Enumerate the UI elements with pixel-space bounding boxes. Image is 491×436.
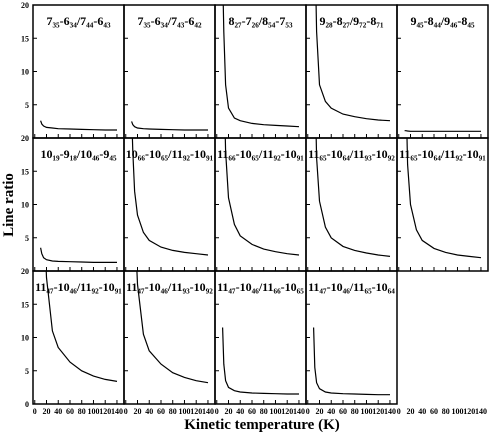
curve: [136, 271, 209, 384]
x-tick-label: 120: [372, 407, 384, 416]
x-tick-label: 0: [124, 407, 128, 416]
x-tick-label: 120: [463, 407, 475, 416]
x-tick-label: 100: [360, 407, 372, 416]
curve: [131, 121, 208, 131]
y-tick-label: 20: [21, 267, 29, 276]
curve: [315, 138, 391, 257]
x-tick-label: 0: [397, 407, 401, 416]
x-tick-label: 140: [111, 407, 123, 416]
x-tick-label: 20: [43, 407, 51, 416]
y-tick-label: 15: [21, 167, 29, 176]
x-tick-label: 140: [202, 407, 214, 416]
curve: [222, 5, 300, 128]
x-tick-label: 40: [418, 407, 426, 416]
x-tick-label: 100: [269, 407, 281, 416]
y-tick-label: 10: [21, 201, 29, 210]
curve: [45, 271, 118, 382]
panel-title: 11₆₅-10₆₄/11₉₃-10₉₂: [308, 147, 395, 161]
y-tick-label: 5: [25, 234, 29, 243]
x-tick-label: 0: [215, 407, 219, 416]
x-tick-label: 120: [281, 407, 293, 416]
x-tick-label: 80: [169, 407, 177, 416]
x-tick-label: 100: [178, 407, 190, 416]
panel-title: 11₄₇-10₄₆/11₉₂-10₉₁: [35, 280, 122, 294]
x-tick-label: 80: [351, 407, 359, 416]
x-tick-label: 80: [260, 407, 268, 416]
x-tick-label: 140: [293, 407, 305, 416]
panel-title: 9₂₈-8₂₇/9₇₂-8₇₁: [319, 14, 384, 28]
x-tick-label: 20: [134, 407, 142, 416]
panel-title: 11₆₆-10₆₅/11₉₂-10₉₁: [217, 147, 304, 161]
x-tick-label: 60: [157, 407, 165, 416]
x-tick-label: 20: [407, 407, 415, 416]
panel-title: 11₄₇-10₄₆/11₆₆-10₆₅: [217, 280, 304, 294]
curve: [222, 327, 299, 395]
curve: [406, 138, 482, 259]
y-axis-label: Line ratio: [1, 173, 17, 237]
curve: [131, 138, 209, 256]
panel-title: 9₄₅-8₄₄/9₄₆-8₄₅: [410, 14, 475, 28]
y-tick-label: 15: [21, 300, 29, 309]
x-tick-label: 0: [33, 407, 37, 416]
x-tick-label: 40: [327, 407, 335, 416]
panel-title: 7₃₅-6₃₄/7₄₄-6₄₃: [46, 14, 111, 28]
x-tick-label: 20: [225, 407, 233, 416]
curve: [315, 5, 391, 122]
x-tick-label: 60: [66, 407, 74, 416]
curve: [40, 247, 117, 263]
panel-title: 11₄₇-10₄₆/11₉₃-10₉₂: [126, 280, 213, 294]
panel-title: 10₁₉-9₁₈/10₄₆-9₄₅: [40, 147, 117, 161]
x-tick-label: 60: [430, 407, 438, 416]
x-tick-label: 0: [306, 407, 310, 416]
x-axis-label: Kinetic temperature (K): [184, 417, 340, 433]
x-tick-label: 120: [190, 407, 202, 416]
x-tick-label: 40: [236, 407, 244, 416]
x-tick-label: 20: [316, 407, 324, 416]
x-tick-label: 140: [384, 407, 396, 416]
y-tick-label: 10: [21, 334, 29, 343]
x-tick-label: 60: [248, 407, 256, 416]
y-tick-label: 5: [25, 101, 29, 110]
x-tick-label: 40: [145, 407, 153, 416]
x-tick-label: 60: [339, 407, 347, 416]
y-tick-label: 5: [25, 367, 29, 376]
x-tick-label: 120: [99, 407, 111, 416]
y-tick-label: 20: [21, 134, 29, 143]
x-tick-label: 40: [54, 407, 62, 416]
y-tick-label: 0: [25, 400, 29, 409]
curve: [224, 138, 300, 256]
x-tick-label: 80: [78, 407, 86, 416]
curve: [404, 130, 481, 132]
x-tick-label: 100: [87, 407, 99, 416]
curve: [40, 120, 117, 131]
panel-title: 11₆₅-10₆₄/11₉₂-10₉₁: [399, 147, 486, 161]
curve: [313, 327, 390, 396]
panel-title: 8₂₇-7₂₆/8₅₄-7₅₃: [228, 14, 293, 28]
panel-title: 11₄₇-10₄₆/11₆₅-10₆₄: [308, 280, 395, 294]
y-tick-label: 15: [21, 34, 29, 43]
x-tick-label: 140: [475, 407, 487, 416]
x-tick-label: 80: [442, 407, 450, 416]
panel-title: 7₃₅-6₃₄/7₄₃-6₄₂: [137, 14, 202, 28]
panel-title: 10₆₆-10₆₅/11₉₂-10₉₁: [126, 147, 214, 161]
x-tick-label: 100: [451, 407, 463, 416]
y-tick-label: 20: [21, 1, 29, 10]
y-tick-label: 10: [21, 68, 29, 77]
